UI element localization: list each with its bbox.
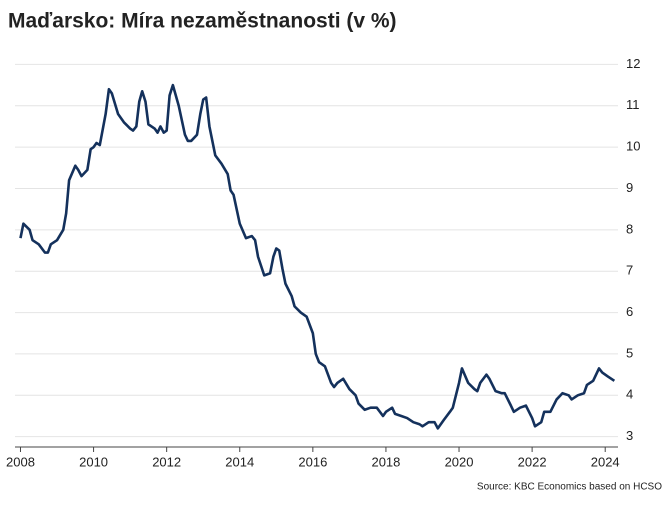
- y-tick-label: 9: [626, 180, 633, 195]
- x-tick-label: 2014: [225, 454, 254, 469]
- y-tick-label: 11: [626, 97, 640, 112]
- chart-title: Maďarsko: Míra nezaměstnanosti (v %): [8, 10, 397, 33]
- y-tick-label: 8: [626, 221, 633, 236]
- x-tick-label: 2024: [591, 454, 620, 469]
- y-tick-label: 6: [626, 304, 633, 319]
- y-tick-label: 10: [626, 139, 640, 154]
- x-tick-label: 2012: [152, 454, 181, 469]
- x-tick-label: 2016: [298, 454, 327, 469]
- y-tick-label: 4: [626, 387, 633, 402]
- source: Source: KBC Economics based on HCSO: [477, 482, 662, 493]
- y-tick-label: 12: [626, 56, 640, 71]
- x-tick-label: 2008: [6, 454, 35, 469]
- y-tick-label: 7: [626, 263, 633, 278]
- x-tick-label: 2022: [518, 454, 547, 469]
- y-tick-label: 3: [626, 428, 633, 443]
- y-tick-label: 5: [626, 345, 633, 360]
- series-line: [19, 83, 616, 430]
- x-tick-label: 2010: [79, 454, 108, 469]
- x-tick-label: 2020: [445, 454, 474, 469]
- x-tick-label: 2018: [371, 454, 400, 469]
